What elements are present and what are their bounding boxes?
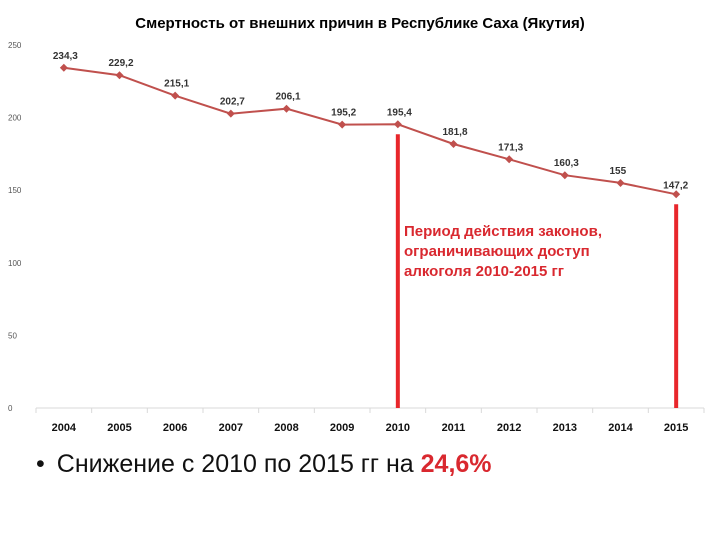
data-point [226, 109, 235, 118]
bullet-text: Снижение с 2010 по 2015 гг на [56, 450, 421, 478]
data-label: 181,8 [443, 127, 468, 138]
x-tick-label: 2014 [608, 422, 633, 434]
data-point [449, 140, 458, 149]
x-tick-label: 2011 [442, 422, 466, 434]
data-point [115, 71, 124, 80]
bullet-highlight: 24,6% [420, 450, 492, 478]
x-tick-label: 2010 [386, 422, 410, 434]
x-tick-label: 2008 [274, 422, 298, 434]
y-axis: 250 200 150 100 50 0 [8, 41, 22, 413]
data-label: 155 [610, 166, 627, 177]
x-tick-label: 2013 [553, 422, 577, 434]
bullet-marker: • [36, 450, 45, 478]
data-label: 215,1 [164, 79, 189, 90]
x-tick-label: 2009 [330, 422, 354, 434]
data-label: 229,2 [109, 58, 134, 69]
y-tick-label: 0 [8, 404, 13, 413]
data-label: 202,7 [220, 97, 245, 108]
annotation-line-3: алкоголя 2010-2015 гг [404, 263, 564, 280]
y-tick-label: 100 [8, 259, 22, 268]
series-line [63, 66, 677, 196]
data-point [282, 104, 291, 113]
x-axis: 2004 2005 2006 2007 2008 2009 2010 2011 2012 2013… [35, 408, 705, 434]
data-point [672, 190, 681, 199]
data-label: 171,3 [498, 142, 523, 153]
x-tick-label: 2012 [497, 422, 521, 434]
data-label: 160,3 [554, 158, 579, 169]
data-point [171, 91, 180, 100]
mortality-line-chart: Смертность от внешних причин в Республик… [8, 15, 705, 434]
data-point [505, 155, 514, 164]
x-tick-label: 2006 [163, 422, 187, 434]
annotation-line-2: ограничивающих доступ [404, 243, 590, 260]
data-label: 195,4 [387, 107, 412, 118]
data-point [59, 63, 68, 72]
x-tick-label: 2015 [664, 422, 688, 434]
y-tick-label: 250 [8, 41, 22, 50]
data-point [393, 120, 402, 129]
y-tick-label: 50 [8, 331, 17, 340]
data-points [59, 63, 681, 199]
data-point [560, 171, 569, 180]
y-tick-label: 150 [8, 186, 22, 195]
x-tick-label: 2005 [107, 422, 131, 434]
summary-bullet: • Снижение с 2010 по 2015 гг на 24,6% [36, 450, 492, 479]
period-annotation: Период действия законов, ограничивающих … [404, 223, 606, 280]
data-label: 206,1 [276, 92, 301, 103]
chart-title: Смертность от внешних причин в Республик… [135, 15, 584, 32]
data-label: 147,2 [663, 180, 688, 191]
x-tick-label: 2004 [52, 422, 77, 434]
y-tick-label: 200 [8, 114, 22, 123]
period-marker-lines [395, 134, 679, 408]
data-point [616, 178, 625, 187]
data-point [338, 120, 347, 129]
data-label: 195,2 [331, 108, 356, 119]
annotation-line-1: Период действия законов, [404, 223, 602, 240]
x-tick-label: 2007 [219, 422, 243, 434]
data-labels: 234,3 229,2 215,1 202,7 206,1 195,2 195,4 181,8… [53, 51, 689, 191]
data-label: 234,3 [53, 51, 78, 62]
